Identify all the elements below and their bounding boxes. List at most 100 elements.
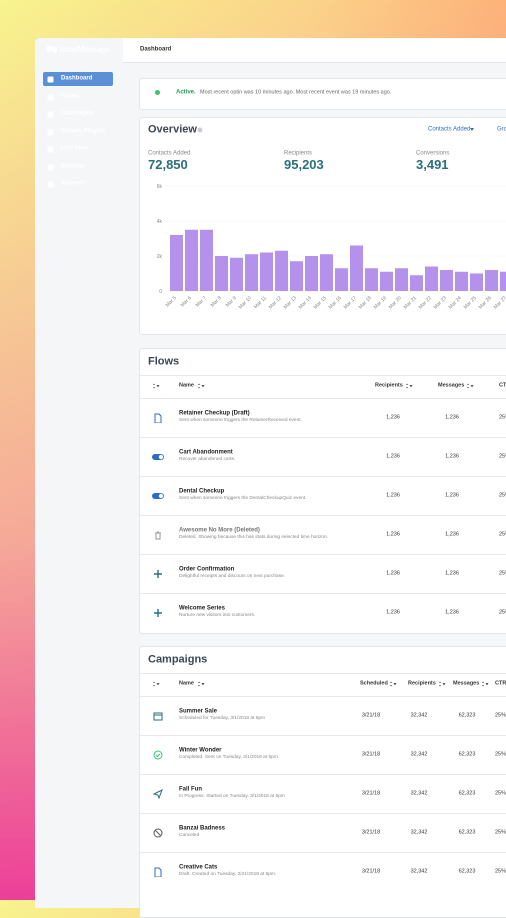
row-divider: [140, 515, 506, 516]
brand-name: ShopMessage: [59, 45, 110, 55]
column-header[interactable]: Messages: [438, 382, 465, 389]
row-divider: [140, 476, 506, 477]
bar: [425, 266, 438, 291]
row-name[interactable]: Awesome No More (Deleted): [179, 527, 260, 534]
campaigns-card: [139, 646, 506, 918]
x-tick-label: Mar 20: [388, 295, 403, 310]
bar: [455, 271, 468, 291]
stat-value: 3,491: [416, 157, 449, 173]
row-divider: [140, 398, 506, 399]
metric-selector[interactable]: Contacts Added: [428, 126, 471, 133]
row-ctr: 25%: [495, 829, 506, 836]
row-recipients: 1,236: [386, 531, 400, 538]
nav-item[interactable]: Live View: [61, 145, 89, 152]
sort-icon: [198, 681, 205, 687]
row-name[interactable]: Summer Sale: [179, 708, 218, 715]
row-messages: 62,323: [458, 829, 476, 836]
bar: [215, 256, 228, 291]
x-tick-label: Mar 14: [298, 295, 313, 310]
row-scheduled: 3/21/18: [361, 868, 381, 875]
row-divider: [140, 774, 506, 775]
row-divider: [140, 813, 506, 814]
row-description: Recover abandoned carts.: [179, 457, 236, 463]
row-name[interactable]: Dental Checkup: [179, 488, 225, 495]
bar: [500, 271, 506, 291]
top-bar: [123, 38, 506, 63]
nav-item[interactable]: Dashboard: [61, 75, 93, 82]
row-messages: 62,323: [458, 751, 476, 758]
row-name[interactable]: Retainer Checkup (Draft): [179, 410, 250, 417]
column-header[interactable]: Scheduled: [360, 680, 388, 687]
nav-item[interactable]: Support: [61, 180, 84, 187]
x-tick-label: Mar 8: [210, 295, 223, 308]
bar: [470, 273, 483, 291]
x-tick-label: Mar 27: [493, 295, 506, 310]
nav-item[interactable]: Growth Plugins: [61, 128, 106, 135]
y-tick-label: 0: [159, 289, 162, 295]
row-scheduled: 3/21/18: [361, 751, 381, 758]
page-title: Dashboard: [140, 46, 172, 53]
column-header[interactable]: Name: [179, 382, 194, 389]
bar: [200, 229, 213, 291]
nav-icon: [47, 94, 54, 101]
row-icon: [154, 608, 162, 617]
column-header[interactable]: Recipients: [408, 680, 436, 687]
bar: [290, 261, 303, 291]
row-icon: [154, 569, 162, 578]
bar: [170, 235, 183, 291]
nav-item[interactable]: Settings: [61, 163, 85, 170]
row-name[interactable]: Order Confirmation: [179, 566, 235, 573]
row-ctr: 25%: [495, 751, 506, 758]
bar: [485, 270, 498, 291]
nav-highlight: [43, 72, 113, 86]
row-icon: [154, 867, 162, 877]
x-tick-label: Mar 13: [283, 295, 298, 310]
row-icon: [155, 531, 161, 539]
column-header[interactable]: CTR: [495, 680, 506, 687]
header-line: [140, 375, 506, 376]
row-divider: [140, 554, 506, 555]
bar: [260, 252, 273, 291]
column-header[interactable]: Recipients: [375, 382, 403, 389]
x-tick-label: Mar 12: [268, 295, 283, 310]
sort-icon: [467, 383, 474, 389]
column-header[interactable]: CTR: [499, 382, 506, 389]
status-dot: [155, 90, 160, 95]
nav-icon: [47, 129, 54, 136]
row-recipients: 32,342: [410, 868, 428, 875]
column-header[interactable]: Messages: [453, 680, 480, 687]
row-name[interactable]: Welcome Series: [179, 605, 225, 612]
nav-item[interactable]: Flows: [61, 93, 79, 100]
row-scheduled: 3/21/18: [361, 712, 381, 719]
nav-item[interactable]: Campaigns: [61, 110, 94, 117]
row-recipients: 1,236: [386, 492, 400, 499]
x-tick-label: Mar 23: [433, 295, 448, 310]
row-name[interactable]: Winter Wonder: [179, 747, 222, 754]
section-title: Campaigns: [148, 653, 208, 666]
row-name[interactable]: Banzai Badness: [179, 825, 226, 832]
row-name[interactable]: Creative Cats: [179, 864, 218, 871]
column-header[interactable]: Name: [179, 680, 194, 687]
row-messages: 1,236: [445, 453, 459, 460]
stat-value: 95,203: [284, 157, 324, 173]
x-tick-label: Mar 10: [238, 295, 253, 310]
overview-extra[interactable]: Gro: [497, 126, 506, 133]
row-recipients: 1,236: [386, 609, 400, 616]
bar: [230, 257, 243, 291]
row-name[interactable]: Cart Abandonment: [179, 449, 233, 456]
x-tick-label: Mar 24: [448, 295, 463, 310]
row-divider: [140, 437, 506, 438]
row-icon: [152, 453, 164, 460]
row-icon: [152, 492, 164, 499]
overview-card: [139, 117, 506, 335]
row-ctr: 25%: [499, 453, 506, 460]
sort-icon: [390, 681, 397, 687]
row-icon: [153, 788, 163, 799]
x-tick-label: Mar 19: [373, 295, 388, 310]
overview-dot: [197, 127, 203, 133]
x-tick-label: Mar 6: [180, 295, 193, 308]
row-name[interactable]: Fall Fun: [179, 786, 202, 793]
row-messages: 62,323: [458, 712, 476, 719]
bar: [380, 271, 393, 291]
row-ctr: 25%: [495, 790, 506, 797]
